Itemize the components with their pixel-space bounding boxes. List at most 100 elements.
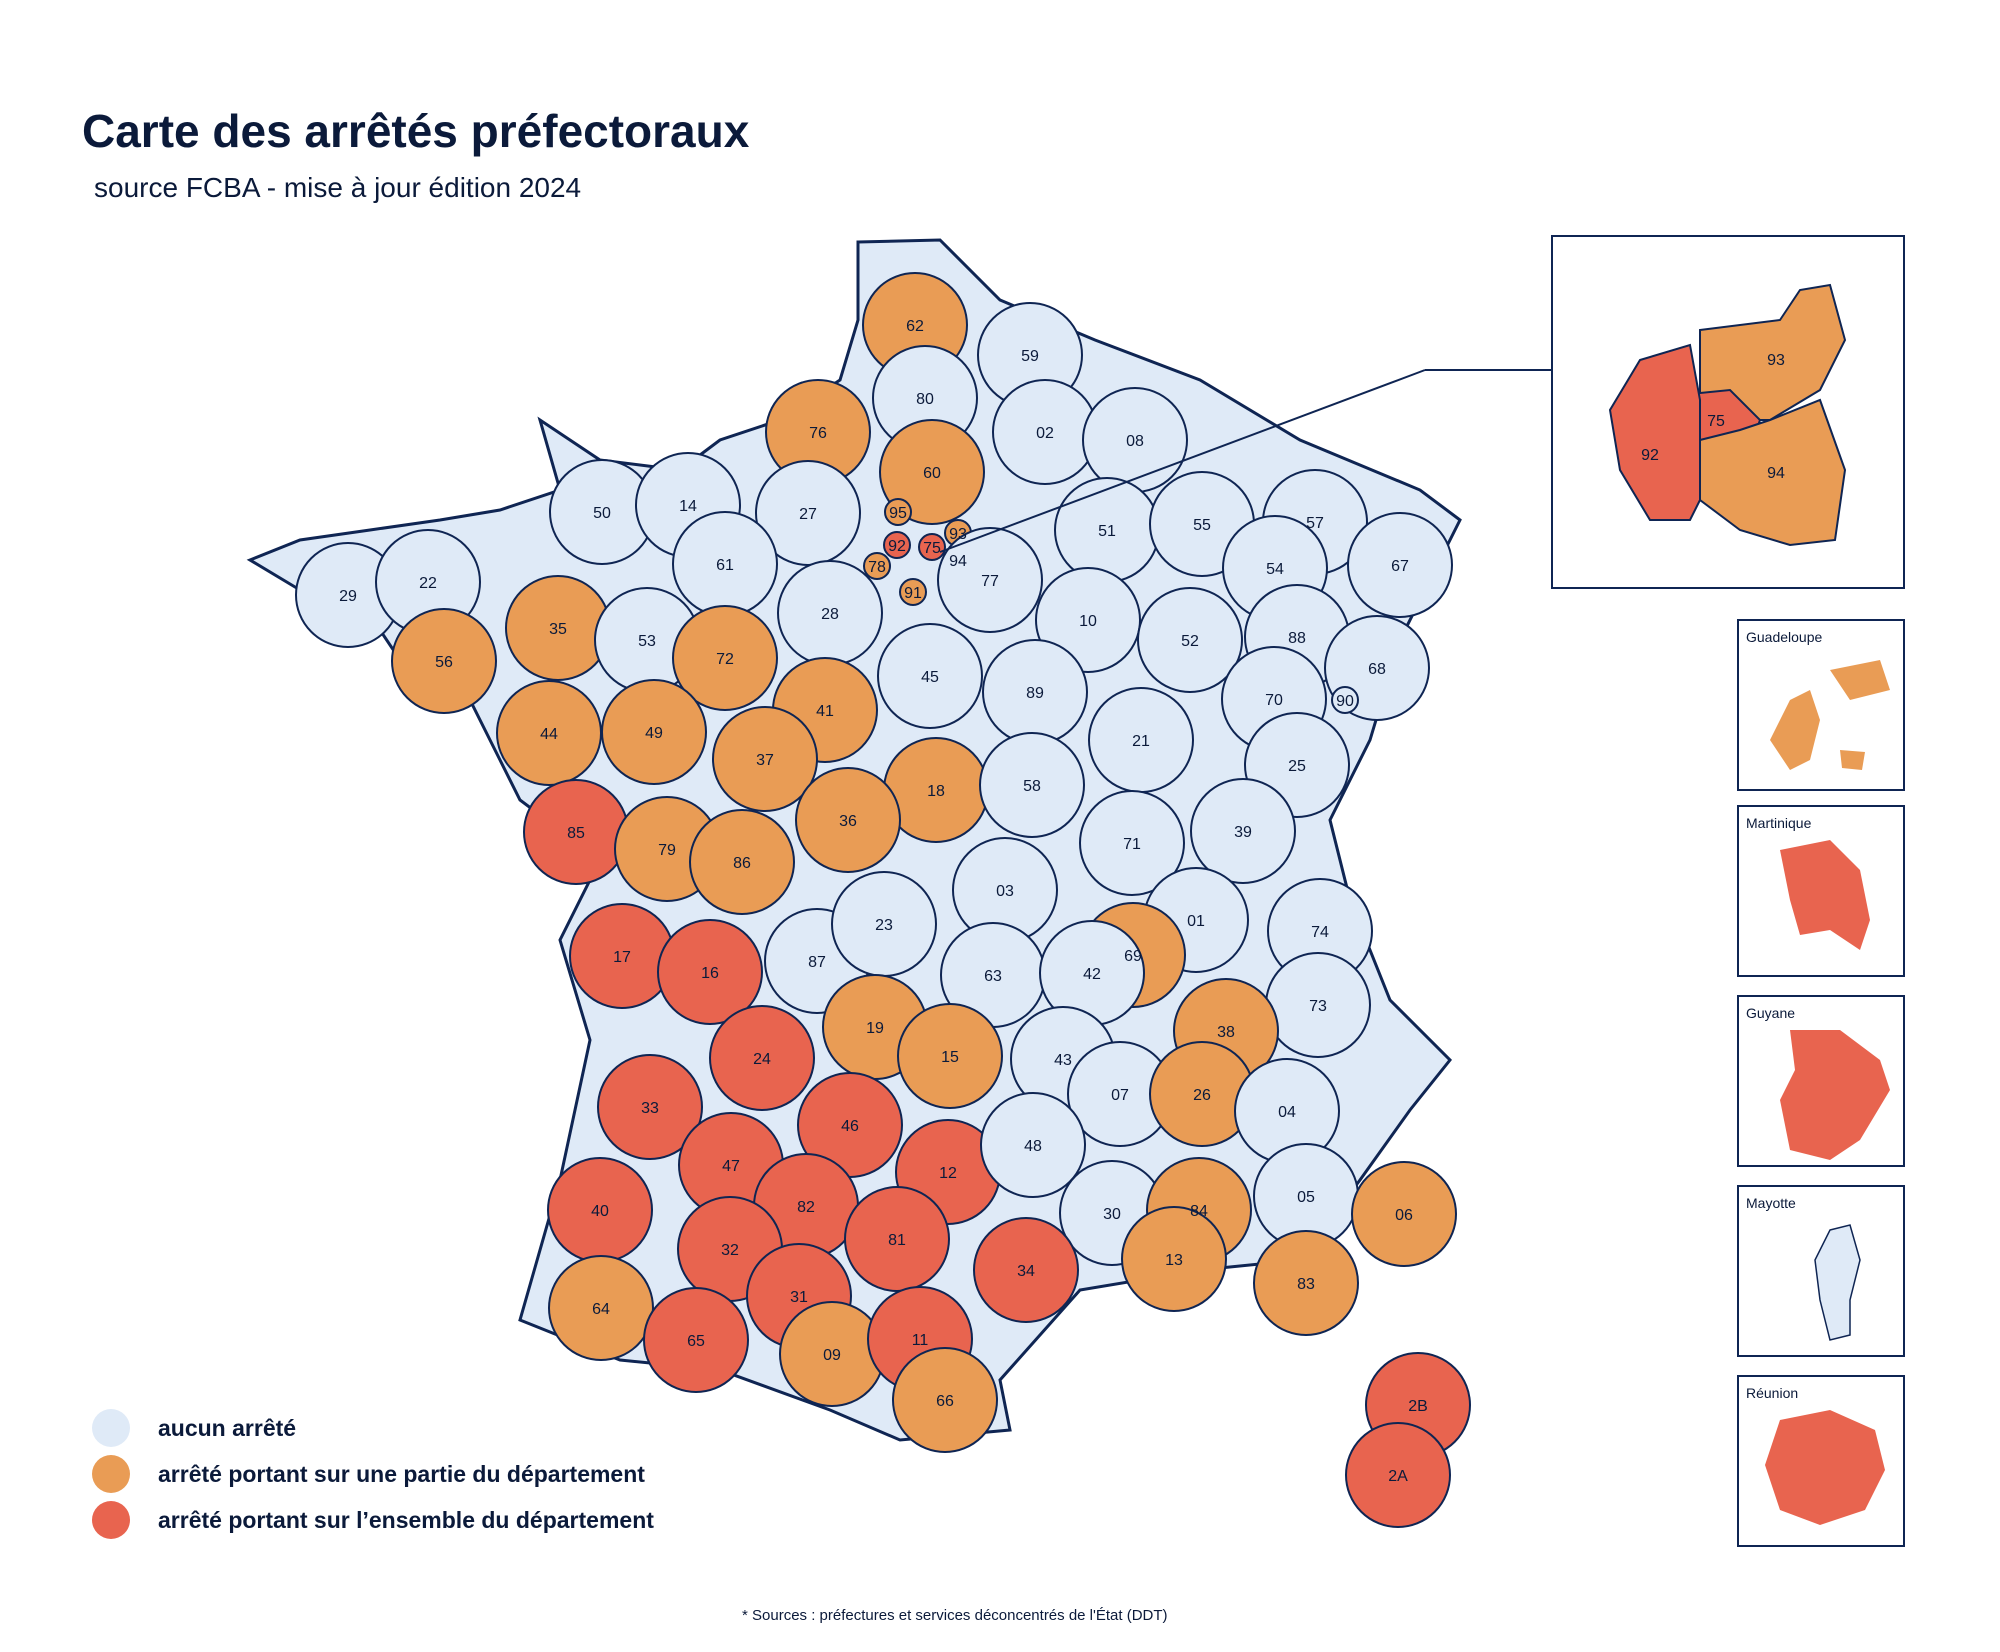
department-label-64: 64 <box>592 1301 610 1318</box>
department-label-11: 11 <box>912 1332 929 1349</box>
department-16 <box>657 919 763 1025</box>
department-label-27: 27 <box>799 506 817 523</box>
overseas-title: Martinique <box>1746 815 1812 831</box>
department-92 <box>883 531 911 559</box>
department-label-85: 85 <box>567 825 585 842</box>
department-39 <box>1190 778 1296 884</box>
department-label-58: 58 <box>1023 778 1041 795</box>
department-24 <box>709 1005 815 1111</box>
department-label-14: 14 <box>679 498 697 515</box>
department-77 <box>937 527 1043 633</box>
department-label-55: 55 <box>1193 517 1211 534</box>
department-label-54: 54 <box>1266 561 1284 578</box>
department-label-81: 81 <box>888 1232 906 1249</box>
department-label-82: 82 <box>797 1199 815 1216</box>
department-label-73: 73 <box>1309 998 1327 1015</box>
overseas-title: Guyane <box>1746 1005 1795 1021</box>
department-90 <box>1331 686 1359 714</box>
legend-label: arrêté portant sur l’ensemble du départe… <box>158 1506 654 1533</box>
legend: aucun arrêté arrêté portant sur une part… <box>92 1405 654 1543</box>
department-label-15: 15 <box>941 1049 959 1066</box>
department-label-02: 02 <box>1036 425 1054 442</box>
department-label-47: 47 <box>722 1158 740 1175</box>
department-label-16: 16 <box>701 965 719 982</box>
department-label-89: 89 <box>1026 685 1044 702</box>
department-label-2B: 2B <box>1408 1398 1428 1415</box>
department-label-56: 56 <box>435 654 453 671</box>
overseas-shape-0 <box>1770 660 1890 770</box>
department-label-57: 57 <box>1306 515 1324 532</box>
department-label-59: 59 <box>1021 348 1039 365</box>
department-label-51: 51 <box>1098 523 1116 540</box>
overseas-shape-3 <box>1814 1224 1861 1341</box>
department-label-35: 35 <box>549 621 567 638</box>
department-label-26: 26 <box>1193 1087 1211 1104</box>
department-label-33: 33 <box>641 1100 659 1117</box>
overseas-shape-2 <box>1780 1030 1890 1160</box>
department-label-71: 71 <box>1123 836 1141 853</box>
department-label-18: 18 <box>927 783 945 800</box>
department-71 <box>1079 790 1185 896</box>
department-label-84: 84 <box>1190 1203 1208 1220</box>
page-subtitle: source FCBA - mise à jour édition 2024 <box>94 172 582 203</box>
department-label-45: 45 <box>921 669 939 686</box>
department-label-61: 61 <box>716 557 734 574</box>
department-52 <box>1137 587 1243 693</box>
department-56 <box>391 608 497 714</box>
department-86 <box>689 809 795 915</box>
overseas-title: Mayotte <box>1746 1195 1796 1211</box>
department-label-13: 13 <box>1165 1252 1183 1269</box>
legend-dot-full <box>92 1501 130 1539</box>
department-75 <box>918 533 946 561</box>
department-label-78: 78 <box>868 559 886 576</box>
department-65 <box>643 1287 749 1393</box>
department-label-65: 65 <box>687 1333 705 1350</box>
department-label-05: 05 <box>1297 1189 1315 1206</box>
department-label-25: 25 <box>1288 758 1306 775</box>
department-label-42: 42 <box>1083 966 1101 983</box>
department-label-72: 72 <box>716 651 734 668</box>
department-label-28: 28 <box>821 606 839 623</box>
department-label-19: 19 <box>866 1020 884 1037</box>
paris-department-94 <box>1699 398 1847 547</box>
department-label-41: 41 <box>816 703 834 720</box>
department-10 <box>1035 567 1141 673</box>
page-title: Carte des arrêtés préfectoraux <box>82 105 750 157</box>
department-label-09: 09 <box>823 1347 841 1364</box>
department-label-62: 62 <box>906 318 924 335</box>
overseas-frame-0 <box>1737 619 1905 791</box>
legend-item-partial: arrêté portant sur une partie du départe… <box>92 1451 654 1497</box>
department-label-63: 63 <box>984 968 1002 985</box>
department-label-68: 68 <box>1368 661 1386 678</box>
department-95 <box>884 498 912 526</box>
paris-leader-line <box>939 369 1426 553</box>
department-81 <box>844 1186 950 1292</box>
department-label-39: 39 <box>1234 824 1252 841</box>
department-label-21: 21 <box>1132 733 1150 750</box>
department-13 <box>1121 1206 1227 1312</box>
department-label-90: 90 <box>1336 693 1354 710</box>
overseas-title: Réunion <box>1746 1385 1798 1401</box>
department-label-40: 40 <box>591 1203 609 1220</box>
overseas-shape-4 <box>1765 1410 1885 1525</box>
department-label-52: 52 <box>1181 633 1199 650</box>
department-91 <box>899 578 927 606</box>
legend-item-none: aucun arrêté <box>92 1405 654 1451</box>
department-label-24: 24 <box>753 1051 771 1068</box>
department-label-38: 38 <box>1217 1024 1235 1041</box>
department-label-77: 77 <box>981 573 999 590</box>
paris-label-75: 75 <box>1707 413 1725 430</box>
department-label-53: 53 <box>638 633 656 650</box>
department-label-91: 91 <box>904 585 922 602</box>
department-33 <box>597 1054 703 1160</box>
department-label-92: 92 <box>888 538 906 555</box>
department-label-48: 48 <box>1024 1138 1042 1155</box>
department-label-34: 34 <box>1017 1263 1035 1280</box>
department-label-86: 86 <box>733 855 751 872</box>
department-2A <box>1345 1422 1451 1528</box>
legend-label: arrêté portant sur une partie du départe… <box>158 1460 645 1487</box>
department-83 <box>1253 1230 1359 1336</box>
paris-label-93: 93 <box>1767 352 1785 369</box>
overseas-title: Guadeloupe <box>1746 629 1823 645</box>
